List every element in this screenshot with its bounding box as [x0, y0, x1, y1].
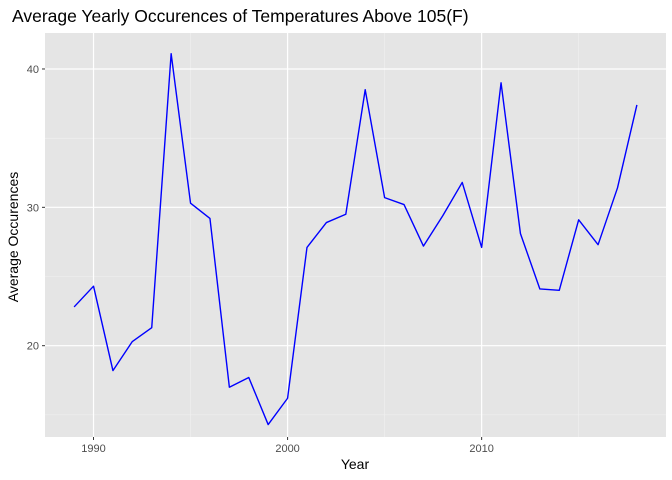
series-layer	[73, 53, 638, 426]
y-tick-label: 40	[27, 64, 39, 76]
x-tick-label: 2010	[469, 443, 493, 455]
x-tick-label: 2000	[275, 443, 299, 455]
series-line	[73, 53, 638, 426]
chart-title: Average Yearly Occurences of Temperature…	[12, 6, 469, 26]
minor-gridlines	[45, 33, 666, 437]
y-axis-title: Average Occurences	[5, 172, 21, 302]
y-tick-label: 30	[27, 202, 39, 214]
y-axis: 20 30 40	[27, 64, 45, 353]
plot-panel	[45, 33, 666, 437]
major-gridlines	[45, 33, 666, 437]
y-tick-label: 20	[27, 341, 39, 353]
x-axis: 1990 2000 2010	[81, 437, 494, 455]
x-axis-title: Year	[341, 456, 370, 472]
x-tick-label: 1990	[81, 443, 105, 455]
